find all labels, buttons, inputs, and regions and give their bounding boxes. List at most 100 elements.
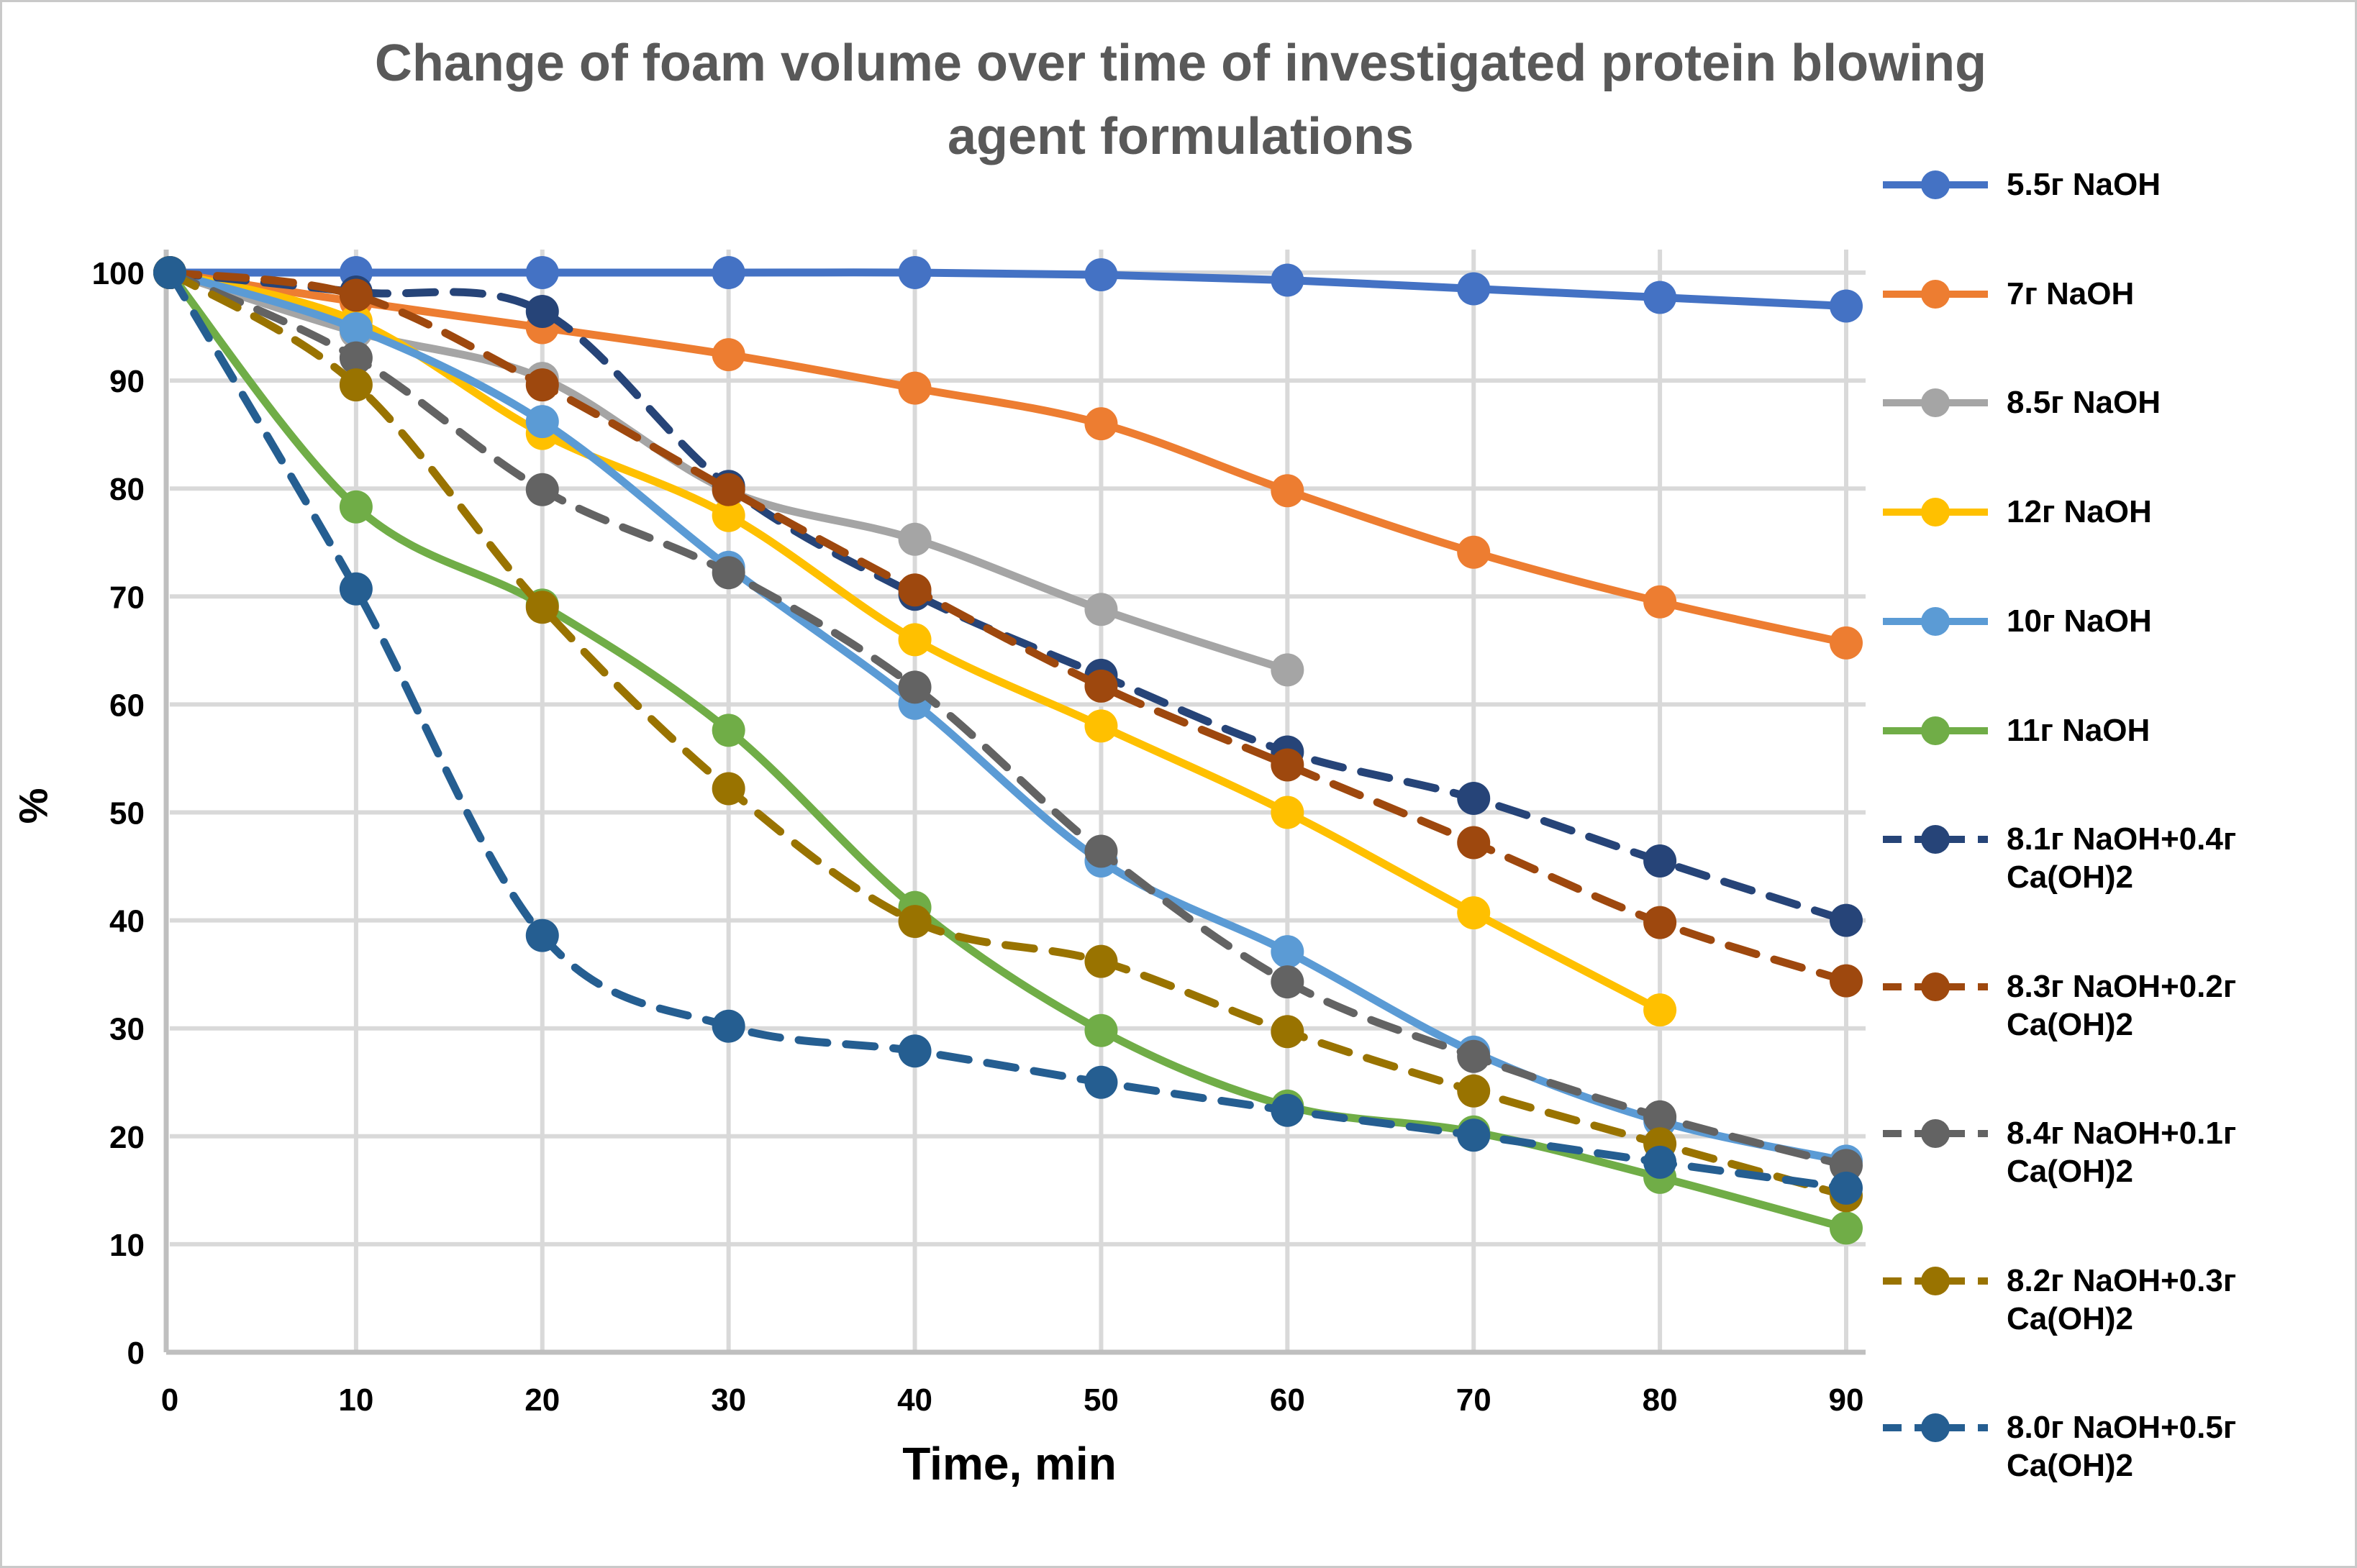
data-point-series-8	[1271, 748, 1304, 782]
data-point-series-11	[712, 1009, 745, 1043]
data-point-series-2	[1457, 535, 1491, 569]
legend-item-9: 8.4г NaOH+0.1г Ca(OH)2	[1881, 1115, 2353, 1191]
legend-swatch-solid-line-icon	[1883, 606, 1988, 636]
data-point-series-4	[1643, 993, 1677, 1027]
legend-label: 5.5г NaOH	[2007, 166, 2161, 204]
series-line-11	[165, 268, 1850, 1193]
data-point-series-4	[1457, 896, 1491, 930]
y-tick-label: 20	[109, 1120, 145, 1155]
legend-label-line: Ca(OH)2	[2007, 1448, 2134, 1484]
data-point-series-10	[898, 905, 932, 939]
y-tick-label: 40	[109, 904, 145, 939]
y-tick-label: 50	[109, 796, 145, 831]
legend-swatch-solid-line-icon	[1883, 498, 1988, 527]
data-point-series-11	[1271, 1093, 1304, 1127]
data-point-series-7	[1457, 781, 1491, 815]
series-line-1	[165, 268, 1850, 311]
data-point-series-9	[339, 341, 373, 375]
data-point-series-8	[712, 473, 745, 506]
x-tick-label: 90	[1829, 1382, 1864, 1418]
data-point-series-1	[1643, 281, 1677, 314]
data-point-series-8	[339, 278, 373, 312]
y-tick-label: 0	[127, 1336, 145, 1371]
legend-label: 8.0г NaOH+0.5г Ca(OH)2	[2007, 1409, 2236, 1485]
data-point-series-1	[525, 256, 559, 289]
data-point-series-9	[1271, 965, 1304, 999]
data-point-series-9	[525, 473, 559, 506]
data-point-series-4	[712, 498, 745, 532]
legend-item-2: 7г NaOH	[1881, 275, 2353, 314]
legend-label: 7г NaOH	[2007, 275, 2134, 314]
data-point-series-10	[1457, 1074, 1491, 1108]
legend-label-line: 11г NaOH	[2007, 712, 2151, 748]
legend-label: 10г NaOH	[2007, 603, 2152, 641]
legend-item-5: 10г NaOH	[1881, 603, 2353, 641]
legend-label-line: Ca(OH)2	[2007, 1300, 2134, 1336]
data-point-series-2	[898, 371, 932, 405]
legend-swatch-solid-line-icon	[1883, 279, 1988, 309]
legend-label: 8.3г NaOH+0.2г Ca(OH)2	[2007, 968, 2236, 1044]
legend-label: 8.1г NaOH+0.4г Ca(OH)2	[2007, 821, 2236, 897]
x-tick-label: 70	[1456, 1382, 1491, 1418]
legend-item-3: 8.5г NaOH	[1881, 384, 2353, 422]
data-point-series-1	[712, 256, 745, 289]
series-line-8	[165, 268, 1850, 985]
legend-item-4: 12г NaOH	[1881, 493, 2353, 532]
legend-swatch-solid-line-icon	[1883, 170, 1988, 199]
data-point-series-1	[898, 256, 932, 289]
chart-title: Change of foam volume over time of inves…	[2, 27, 2355, 173]
data-point-series-10	[1271, 1015, 1304, 1049]
data-point-series-10	[712, 772, 745, 806]
legend-label: 8.4г NaOH+0.1г Ca(OH)2	[2007, 1115, 2236, 1191]
data-point-series-6	[712, 714, 745, 747]
data-point-series-9	[898, 670, 932, 704]
data-point-series-11	[1643, 1145, 1677, 1179]
data-point-series-9	[1830, 1149, 1863, 1182]
data-point-series-7	[1830, 903, 1863, 937]
data-point-series-7	[1643, 844, 1677, 878]
series-line-10	[165, 268, 1850, 1200]
x-tick-label: 80	[1643, 1382, 1678, 1418]
legend-swatch-dashed-line-icon	[1883, 1413, 1988, 1443]
legend-swatch-dashed-line-icon	[1883, 1266, 1988, 1295]
data-point-series-6	[1830, 1211, 1863, 1245]
series-line-2	[165, 268, 1850, 647]
data-point-series-5	[339, 312, 373, 346]
legend-label-line: 8.2г NaOH+0.3г	[2007, 1262, 2237, 1298]
data-point-series-9	[1457, 1039, 1491, 1073]
y-tick-label: 10	[109, 1228, 145, 1263]
data-point-series-9	[712, 556, 745, 590]
data-point-series-7	[525, 295, 559, 329]
legend-swatch-solid-line-icon	[1883, 716, 1988, 745]
data-point-series-11	[339, 572, 373, 606]
data-point-series-10	[339, 368, 373, 402]
data-point-series-8	[898, 573, 932, 607]
data-point-series-3	[898, 522, 932, 556]
x-tick-label: 10	[338, 1382, 373, 1418]
x-tick-label: 60	[1270, 1382, 1305, 1418]
x-axis-title: Time, min	[902, 1438, 1117, 1490]
legend-label: 8.5г NaOH	[2007, 384, 2161, 422]
legend-label: 12г NaOH	[2007, 493, 2152, 532]
legend-swatch-solid-line-icon	[1883, 388, 1988, 418]
data-point-series-9	[1084, 834, 1118, 868]
x-tick-label: 0	[161, 1382, 178, 1418]
legend-label-line: 7г NaOH	[2007, 275, 2135, 311]
y-tick-label: 60	[109, 688, 145, 723]
y-tick-label: 90	[109, 364, 145, 399]
data-point-series-3	[1271, 653, 1304, 687]
legend-swatch-dashed-line-icon	[1883, 972, 1988, 1001]
y-tick-label: 100	[92, 256, 145, 291]
data-point-series-4	[1084, 709, 1118, 743]
data-point-series-11	[525, 919, 559, 952]
data-point-series-1	[1457, 272, 1491, 306]
legend-label-line: 5.5г NaOH	[2007, 167, 2161, 202]
legend-swatch-dashed-line-icon	[1883, 1119, 1988, 1149]
legend-item-6: 11г NaOH	[1881, 712, 2353, 750]
data-point-series-11	[1830, 1171, 1863, 1205]
data-point-series-10	[525, 591, 559, 624]
legend-label: 8.2г NaOH+0.3г Ca(OH)2	[2007, 1262, 2236, 1339]
data-point-series-4	[1271, 796, 1304, 829]
